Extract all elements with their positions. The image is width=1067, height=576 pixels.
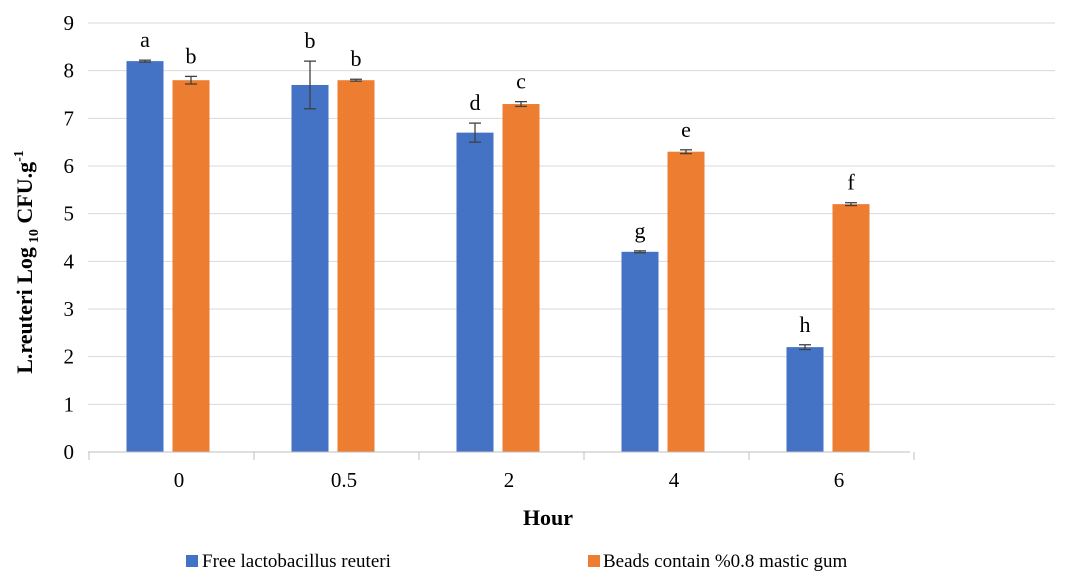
sig-label-s0-6: h xyxy=(800,312,811,337)
legend-label-beads: Beads contain %0.8 mastic gum xyxy=(603,551,848,572)
x-axis xyxy=(88,451,915,460)
sig-label-s1-2: c xyxy=(516,69,526,94)
bars xyxy=(126,61,870,453)
y-tick-label-1: 1 xyxy=(64,392,75,416)
error-bar-s1-4 xyxy=(680,149,692,155)
x-tick-labels: 0 0.5 2 4 6 xyxy=(174,468,845,492)
legend-label-free: Free lactobacillus reuteri xyxy=(202,551,391,572)
legend: Free lactobacillus reuteri Beads contain… xyxy=(186,551,848,572)
y-tick-label-7: 7 xyxy=(64,106,75,130)
error-bar-s0-2 xyxy=(469,122,481,143)
y-axis-title-superscript: -1 xyxy=(12,150,27,162)
error-bar-s0-0-5 xyxy=(304,60,316,110)
error-bar-s1-6 xyxy=(845,202,857,207)
x-tick-label-2: 2 xyxy=(504,468,515,492)
y-tick-label-6: 6 xyxy=(64,154,75,178)
bar-s0-2 xyxy=(456,132,494,452)
significance-labels: a b d g h b b c e f xyxy=(140,27,855,337)
legend-swatch-beads xyxy=(588,555,600,567)
sig-label-s0-0-5: b xyxy=(305,28,316,53)
bar-s1-0-5 xyxy=(337,80,375,452)
y-tick-label-3: 3 xyxy=(64,297,75,321)
y-axis-title-main: L.reuteri Log xyxy=(12,247,37,374)
bar-s1-6 xyxy=(832,204,870,452)
error-bars xyxy=(139,59,857,351)
gridlines xyxy=(88,22,1055,405)
sig-label-s1-0-5: b xyxy=(351,46,362,71)
x-tick-label-4: 4 xyxy=(669,468,680,492)
bar-s1-4 xyxy=(667,151,705,452)
y-axis-title: L.reuteri Log 10 CFU.g-1 xyxy=(12,150,42,374)
sig-label-s1-6: f xyxy=(847,170,855,195)
y-axis-title-subscript: 10 xyxy=(27,229,42,243)
error-bar-s1-2 xyxy=(515,101,527,108)
bar-s0-0 xyxy=(126,61,164,453)
y-tick-label-2: 2 xyxy=(64,345,75,369)
bar-s0-4 xyxy=(621,251,659,452)
y-tick-label-0: 0 xyxy=(64,440,75,464)
y-tick-labels: 0 1 2 3 4 5 6 7 8 9 xyxy=(64,11,75,464)
error-bar-s0-4 xyxy=(634,250,646,254)
error-bar-s1-0-5 xyxy=(350,78,362,82)
bar-s1-2 xyxy=(502,104,540,453)
sig-label-s0-0: a xyxy=(140,27,150,52)
sig-label-s0-2: d xyxy=(470,90,481,115)
sig-label-s1-4: e xyxy=(681,117,691,142)
sig-label-s1-0: b xyxy=(186,43,197,68)
error-bar-s1-0 xyxy=(185,75,197,85)
y-axis-title-unit: CFU.g xyxy=(12,162,37,229)
x-tick-label-0-5: 0.5 xyxy=(331,468,357,492)
x-tick-label-0: 0 xyxy=(174,468,185,492)
legend-swatch-free xyxy=(186,555,198,567)
bar-s0-6 xyxy=(786,347,824,452)
y-tick-label-8: 8 xyxy=(64,59,75,83)
x-axis-title: Hour xyxy=(523,505,573,530)
sig-label-s0-4: g xyxy=(635,218,646,243)
y-tick-label-4: 4 xyxy=(64,249,75,273)
x-tick-label-6: 6 xyxy=(834,468,845,492)
error-bar-s0-6 xyxy=(799,344,811,351)
error-bar-s0-0 xyxy=(139,59,151,63)
y-tick-label-5: 5 xyxy=(64,202,75,226)
bar-s0-0-5 xyxy=(291,84,329,452)
y-tick-label-9: 9 xyxy=(64,11,75,35)
bar-s1-0 xyxy=(172,80,210,452)
